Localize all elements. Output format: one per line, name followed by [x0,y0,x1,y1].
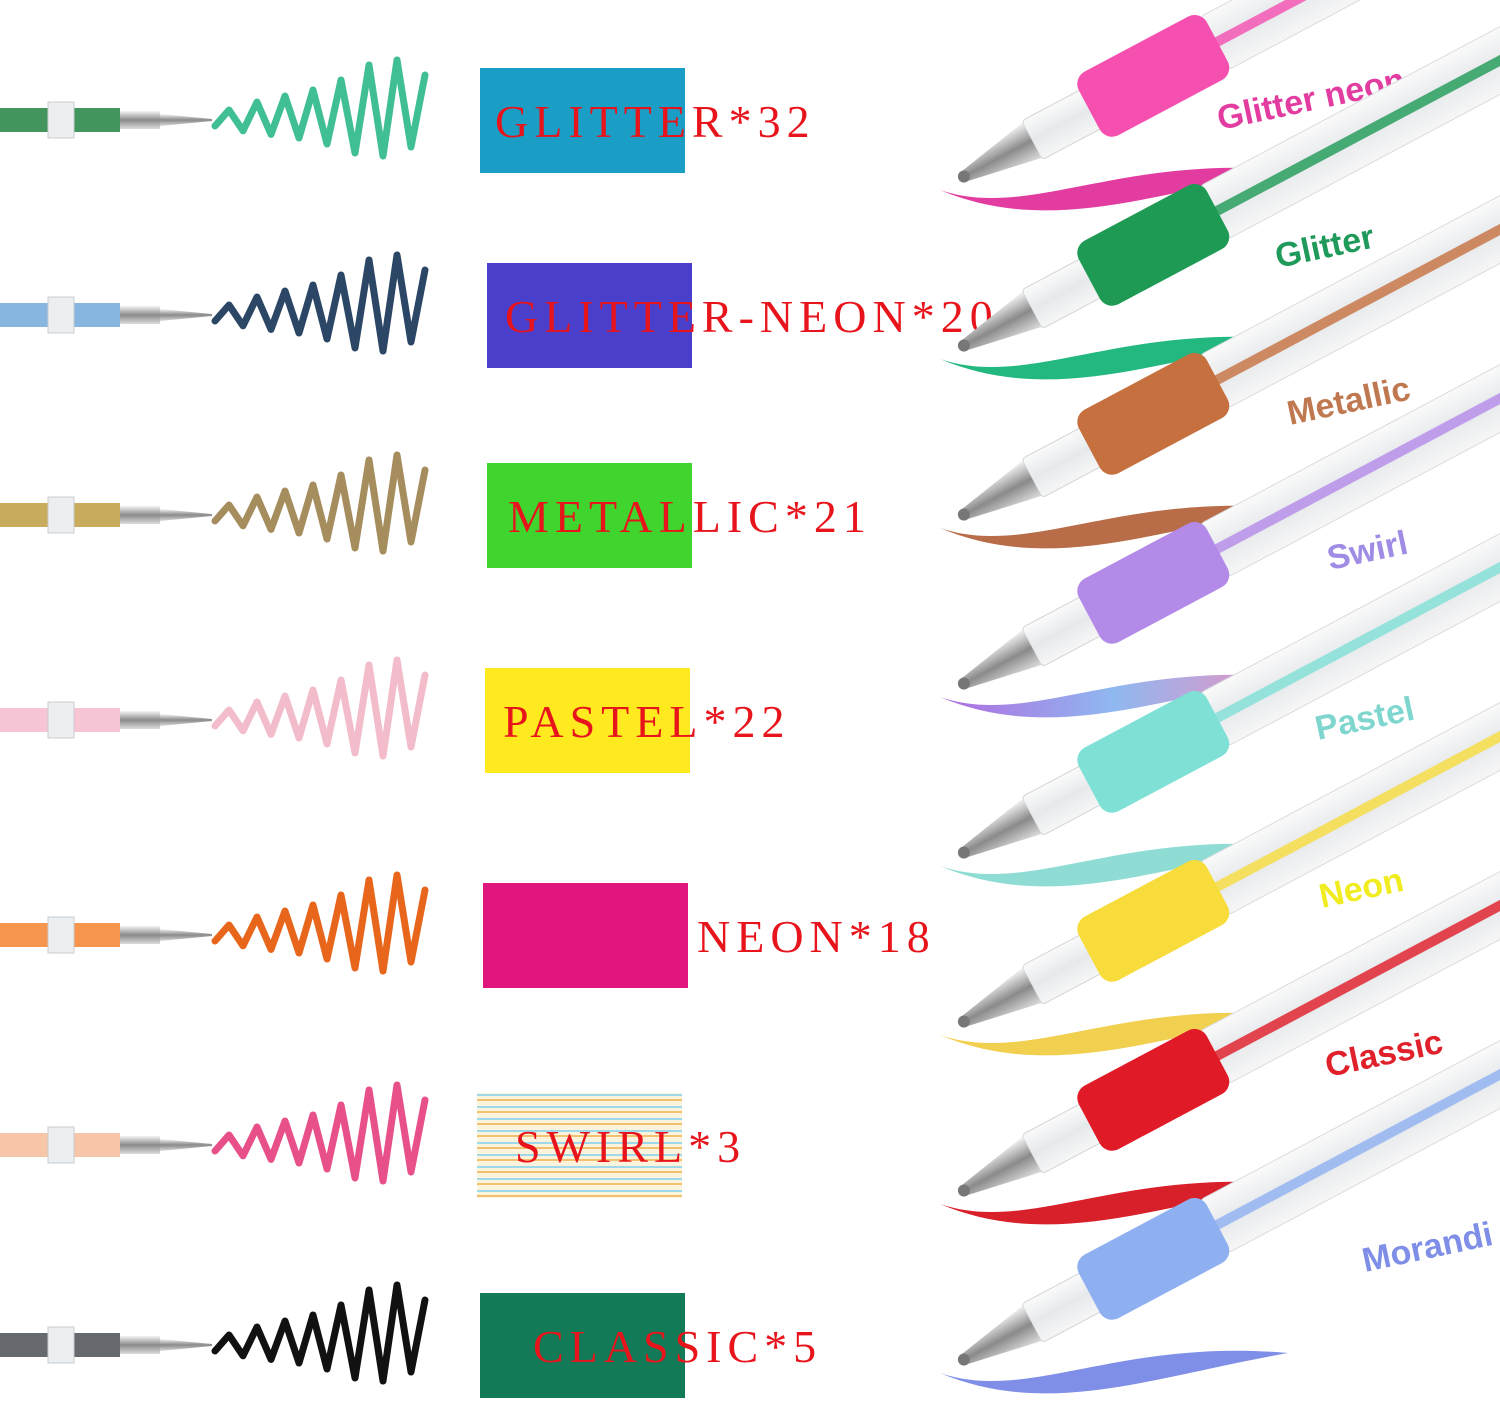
pen [957,0,1500,183]
row-label: METALLIC*21 [508,491,872,542]
row-label: SWIRL*3 [515,1121,746,1172]
pen-ball [957,846,970,859]
refill-row: PASTEL*22 [0,656,790,773]
row-label: GLITTER-NEON*20 [505,291,999,342]
pen-ball [957,170,970,183]
pen-cone [962,629,1042,688]
pen [957,0,1500,352]
refill-tip-sleeve [120,306,160,324]
ink-swoosh [940,505,1288,549]
pen [957,366,1500,859]
pen [957,704,1500,1197]
pen-cone [962,291,1042,350]
refill-collar [47,1326,75,1364]
pen-cone [962,460,1042,519]
refill-tip [160,1139,212,1151]
pen-grip [1077,859,1230,982]
refill-row: METALLIC*21 [0,451,872,568]
pen-grip [1077,352,1230,475]
scribble [211,1081,429,1185]
refill-tip [160,714,212,726]
scribble [211,1281,429,1385]
pen-ink-tube [1086,556,1500,960]
pen-ball [957,1015,970,1028]
refill-collar [47,701,75,739]
scribble [211,451,429,555]
refill-collar [47,296,75,334]
pen-cone [962,798,1042,857]
color-swatch [480,68,685,173]
refill-collar [47,496,75,534]
pen-grip [1077,183,1230,306]
refill-tip-sleeve [120,1136,160,1154]
pen-ball [957,1353,970,1366]
scribble [211,871,429,975]
color-swatch [487,263,692,368]
refill-tip-sleeve [120,1336,160,1354]
refill-tip-sleeve [120,926,160,944]
pen [957,28,1500,521]
row-label: CLASSIC*5 [533,1321,822,1372]
refill-row: GLITTER*32 [0,56,816,173]
ink-swoosh [940,1181,1288,1225]
scribble [211,251,429,355]
row-label: PASTEL*22 [503,696,790,747]
pen [957,535,1500,1028]
ink-swoosh [940,336,1288,380]
refill-collar [47,916,75,954]
refill-tip [160,509,212,521]
refill-tip-sleeve [120,506,160,524]
row-label: GLITTER*32 [495,96,816,147]
scribble [211,56,429,160]
pen-ink-tube [1086,0,1500,115]
color-swatch [487,463,692,568]
pen-ink-tube [1086,218,1500,622]
ink-swoosh [940,1012,1288,1056]
refill-row: CLASSIC*5 [0,1281,822,1398]
color-swatch [483,883,688,988]
ink-swoosh [940,674,1288,718]
pen-ball [957,677,970,690]
refill-collar [47,101,75,139]
pen-grip [1077,14,1230,137]
refill-tip-sleeve [120,111,160,129]
pen-ink-tube [1086,49,1500,453]
refill-row: SWIRL*3 [0,1081,746,1198]
pen-grip [1077,1197,1230,1320]
refill-tip [160,309,212,321]
row-label: NEON*18 [697,911,936,962]
pen-grip [1077,1028,1230,1151]
pen-cone [962,122,1042,181]
refill-tip-sleeve [120,711,160,729]
pen-ink-tube [1086,387,1500,791]
pen-grip [1077,521,1230,644]
pen-cone [962,1136,1042,1195]
refill-row: GLITTER-NEON*20 [0,251,999,368]
color-swatch [480,1293,685,1398]
color-swatch [485,668,690,773]
pen-ink-tube [1086,0,1500,284]
pen-ink-tube [1086,894,1500,1298]
refill-collar [47,1126,75,1164]
ink-swoosh [940,843,1288,887]
ink-swoosh [940,167,1288,211]
pen [957,197,1500,690]
pen-ball [957,508,970,521]
ink-swoosh [940,1350,1288,1394]
pen-cone [962,967,1042,1026]
pen-ball [957,339,970,352]
refill-tip [160,1339,212,1351]
color-swatch [477,1093,682,1198]
refill-row: NEON*18 [0,871,936,988]
refill-tip [160,114,212,126]
pen-ball [957,1184,970,1197]
refill-tip [160,929,212,941]
pen-grip [1077,690,1230,813]
pen-ink-tube [1086,725,1500,1129]
pen [957,873,1500,1366]
pen-cone [962,1305,1042,1364]
scribble [211,656,429,760]
